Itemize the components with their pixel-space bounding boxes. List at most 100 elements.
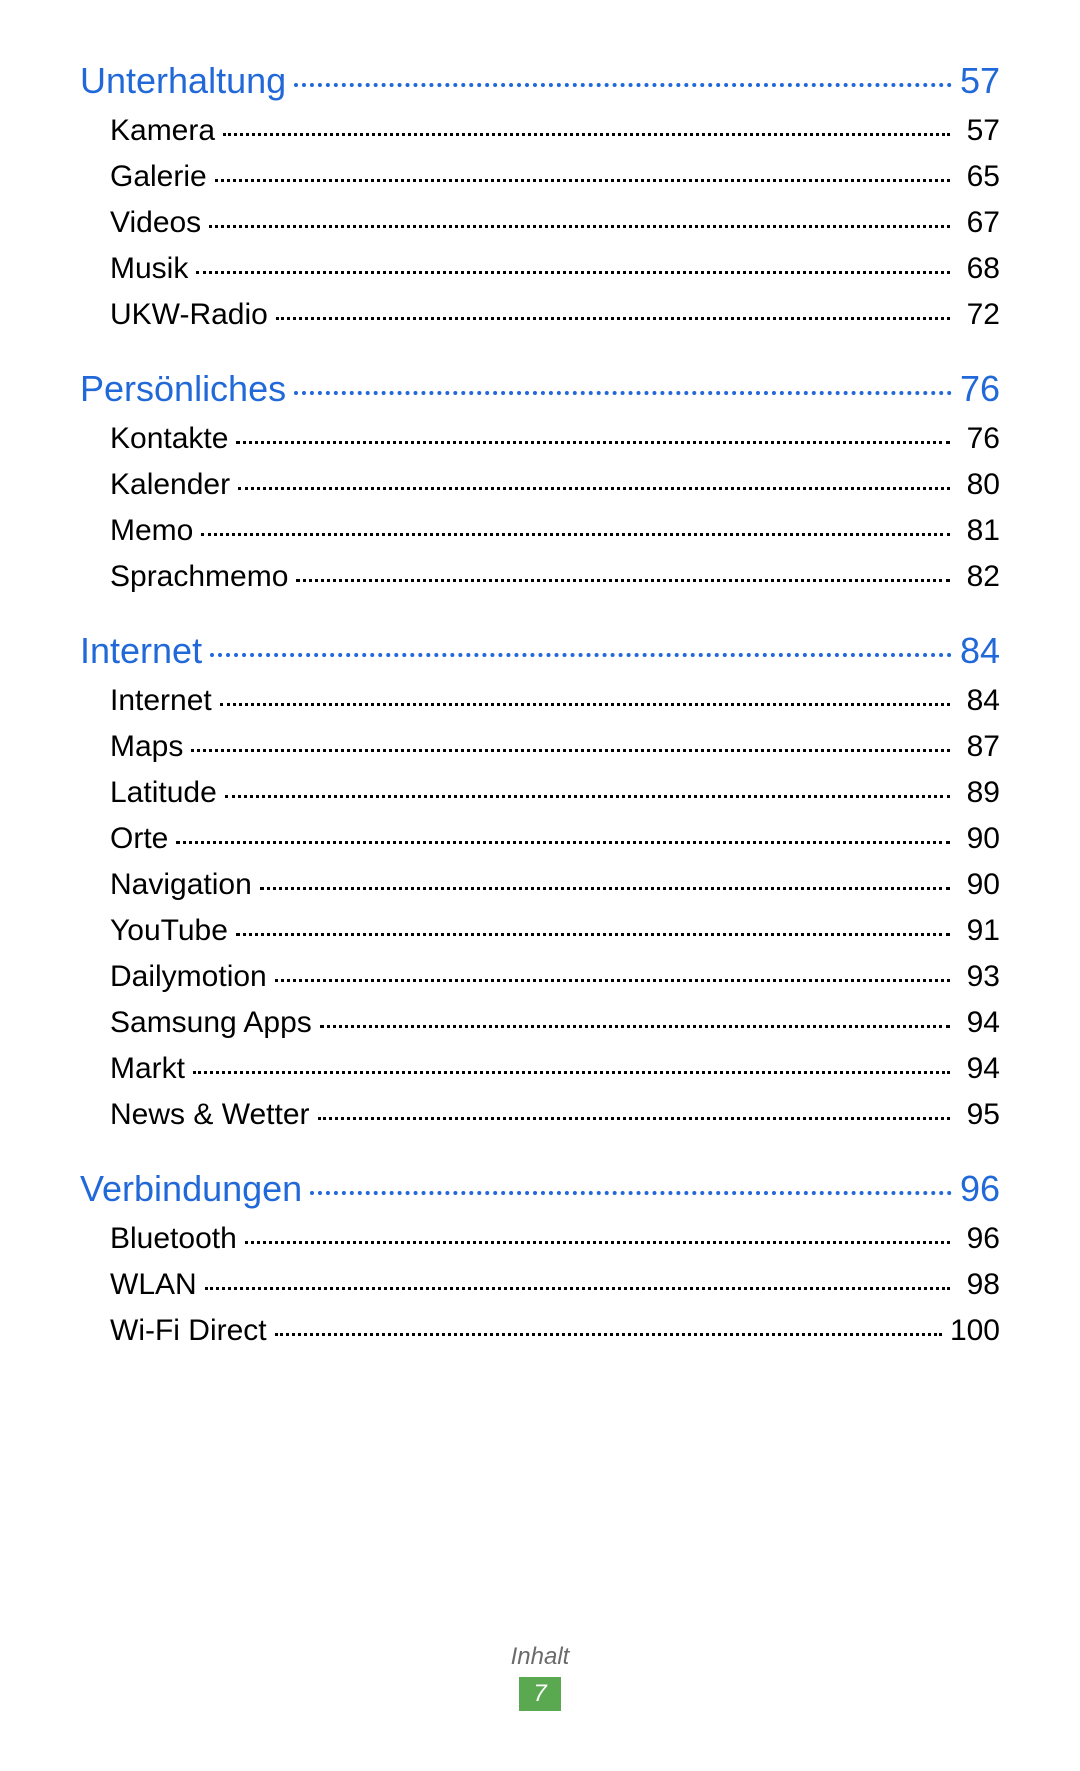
dot-leader xyxy=(245,1241,950,1244)
toc-item[interactable]: Maps 87 xyxy=(80,730,1000,764)
toc-item-page: 81 xyxy=(950,514,1000,548)
toc-item-label: Bluetooth xyxy=(110,1222,245,1256)
dot-leader xyxy=(193,1071,950,1074)
toc-item[interactable]: Galerie 65 xyxy=(80,160,1000,194)
toc-section-label: Internet xyxy=(80,630,210,672)
dot-leader xyxy=(275,979,950,982)
toc-item[interactable]: Internet 84 xyxy=(80,684,1000,718)
toc-item[interactable]: Navigation 90 xyxy=(80,868,1000,902)
toc-item[interactable]: Kontakte 76 xyxy=(80,422,1000,456)
toc-item-page: 57 xyxy=(950,114,1000,148)
toc-section-internet[interactable]: Internet 84 xyxy=(80,630,1000,672)
dot-leader xyxy=(294,83,952,87)
toc-item-label: Kamera xyxy=(110,114,223,148)
toc-section-page: 84 xyxy=(952,630,1000,672)
dot-leader xyxy=(191,749,950,752)
toc-item-label: Galerie xyxy=(110,160,215,194)
dot-leader xyxy=(205,1287,950,1290)
toc-section-label: Unterhaltung xyxy=(80,60,294,102)
dot-leader xyxy=(296,579,950,582)
toc-item-page: 84 xyxy=(950,684,1000,718)
toc-item[interactable]: Musik 68 xyxy=(80,252,1000,286)
toc-section-label: Persönliches xyxy=(80,368,294,410)
toc-item[interactable]: Orte 90 xyxy=(80,822,1000,856)
toc-section-unterhaltung[interactable]: Unterhaltung 57 xyxy=(80,60,1000,102)
toc-item-label: Internet xyxy=(110,684,220,718)
toc-item-page: 94 xyxy=(950,1052,1000,1086)
toc-item[interactable]: Markt 94 xyxy=(80,1052,1000,1086)
toc-item-label: WLAN xyxy=(110,1268,205,1302)
toc-item-page: 90 xyxy=(950,822,1000,856)
toc-item-page: 93 xyxy=(950,960,1000,994)
toc-item-page: 65 xyxy=(950,160,1000,194)
toc-item-page: 87 xyxy=(950,730,1000,764)
toc-item-label: UKW-Radio xyxy=(110,298,276,332)
toc-item[interactable]: Wi-Fi Direct 100 xyxy=(80,1314,1000,1348)
toc-item-page: 100 xyxy=(942,1314,1000,1348)
page-footer: Inhalt 7 xyxy=(0,1643,1080,1711)
toc-section-page: 96 xyxy=(952,1168,1000,1210)
dot-leader xyxy=(176,841,950,844)
toc-item[interactable]: Samsung Apps 94 xyxy=(80,1006,1000,1040)
toc-item-label: Markt xyxy=(110,1052,193,1086)
toc-item-page: 80 xyxy=(950,468,1000,502)
toc-item-page: 89 xyxy=(950,776,1000,810)
toc-item-page: 94 xyxy=(950,1006,1000,1040)
toc-item-label: Latitude xyxy=(110,776,225,810)
toc-section-label: Verbindungen xyxy=(80,1168,310,1210)
toc-item[interactable]: Kalender 80 xyxy=(80,468,1000,502)
toc-item-page: 68 xyxy=(950,252,1000,286)
toc-item[interactable]: Dailymotion 93 xyxy=(80,960,1000,994)
toc-item[interactable]: YouTube 91 xyxy=(80,914,1000,948)
dot-leader xyxy=(225,795,950,798)
dot-leader xyxy=(294,391,952,395)
toc-item[interactable]: Latitude 89 xyxy=(80,776,1000,810)
toc-item-page: 98 xyxy=(950,1268,1000,1302)
toc-item-page: 72 xyxy=(950,298,1000,332)
toc-item-label: Navigation xyxy=(110,868,260,902)
toc-item-label: Orte xyxy=(110,822,176,856)
toc-item-page: 91 xyxy=(950,914,1000,948)
toc-item-label: Memo xyxy=(110,514,201,548)
toc-section-verbindungen[interactable]: Verbindungen 96 xyxy=(80,1168,1000,1210)
toc-item[interactable]: Videos 67 xyxy=(80,206,1000,240)
toc-item-label: YouTube xyxy=(110,914,236,948)
dot-leader xyxy=(209,225,950,228)
dot-leader xyxy=(201,533,950,536)
toc-item-label: Wi-Fi Direct xyxy=(110,1314,275,1348)
dot-leader xyxy=(310,1191,952,1195)
dot-leader xyxy=(236,441,950,444)
dot-leader xyxy=(210,653,952,657)
toc-item-label: Kalender xyxy=(110,468,238,502)
toc-item-page: 90 xyxy=(950,868,1000,902)
dot-leader xyxy=(318,1117,951,1120)
dot-leader xyxy=(220,703,950,706)
toc-item-label: Dailymotion xyxy=(110,960,275,994)
footer-section-label: Inhalt xyxy=(0,1643,1080,1671)
dot-leader xyxy=(260,887,950,890)
toc-section-persoenliches[interactable]: Persönliches 76 xyxy=(80,368,1000,410)
dot-leader xyxy=(196,271,950,274)
toc-item[interactable]: WLAN 98 xyxy=(80,1268,1000,1302)
toc-item-label: Maps xyxy=(110,730,191,764)
toc-item[interactable]: Bluetooth 96 xyxy=(80,1222,1000,1256)
dot-leader xyxy=(320,1025,950,1028)
toc-section-page: 76 xyxy=(952,368,1000,410)
toc-item-page: 96 xyxy=(950,1222,1000,1256)
toc-item[interactable]: UKW-Radio 72 xyxy=(80,298,1000,332)
toc-item[interactable]: News & Wetter 95 xyxy=(80,1098,1000,1132)
toc-item-label: Musik xyxy=(110,252,196,286)
toc-item-label: Videos xyxy=(110,206,209,240)
toc-item-label: Sprachmemo xyxy=(110,560,296,594)
toc-item-page: 76 xyxy=(950,422,1000,456)
toc-item-page: 67 xyxy=(950,206,1000,240)
toc-item[interactable]: Sprachmemo 82 xyxy=(80,560,1000,594)
toc-item-label: Samsung Apps xyxy=(110,1006,320,1040)
dot-leader xyxy=(223,133,950,136)
toc-item[interactable]: Kamera 57 xyxy=(80,114,1000,148)
dot-leader xyxy=(238,487,950,490)
dot-leader xyxy=(215,179,950,182)
dot-leader xyxy=(236,933,950,936)
toc-item[interactable]: Memo 81 xyxy=(80,514,1000,548)
table-of-contents: Unterhaltung 57 Kamera 57 Galerie 65 Vid… xyxy=(80,60,1000,1348)
